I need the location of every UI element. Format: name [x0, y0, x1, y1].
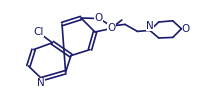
Text: N: N: [146, 21, 154, 31]
Text: O: O: [94, 13, 103, 23]
Text: O: O: [107, 23, 115, 33]
Text: O: O: [182, 24, 190, 34]
Text: N: N: [37, 78, 45, 88]
Text: Cl: Cl: [33, 27, 44, 37]
